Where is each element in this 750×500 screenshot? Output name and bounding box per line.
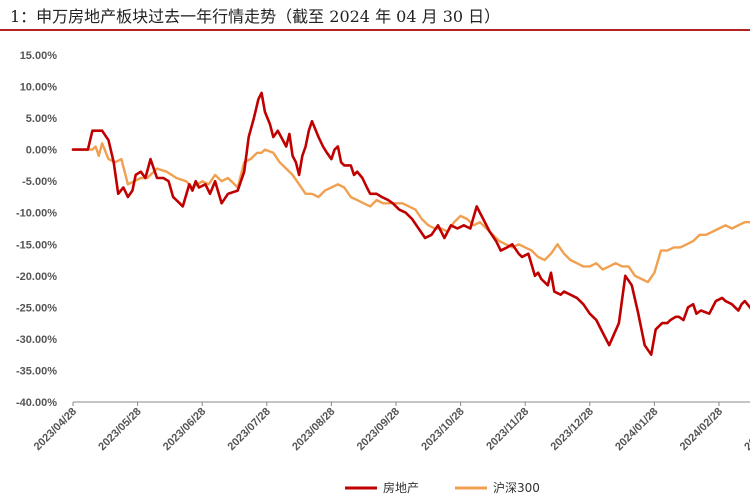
- y-tick-label: -5.00%: [22, 176, 57, 188]
- legend: 房地产 沪深300: [345, 480, 540, 495]
- x-tick-label: 2023/11/28: [484, 406, 531, 453]
- series-layer: [71, 91, 750, 357]
- y-tick-label: -35.00%: [16, 365, 57, 377]
- series-line-real-estate: [71, 91, 750, 357]
- x-tick-label: 2023/10/28: [419, 406, 466, 453]
- x-tick-label: 2023/12/28: [549, 406, 596, 453]
- x-axis: 2023/04/28 2023/05/28 2023/06/28 2023/07/28…: [32, 401, 750, 453]
- y-tick-label: -10.00%: [16, 208, 57, 220]
- y-axis: 15.00% 10.00% 5.00% 0.00% -5.00% -10.00% -15.0…: [16, 50, 57, 409]
- legend-label: 房地产: [383, 480, 419, 495]
- y-tick-label: 0.00%: [26, 145, 57, 157]
- figure-title: 1：申万房地产板块过去一年行情走势（截至 2024 年 04 月 30 日）: [10, 7, 501, 26]
- x-tick-label: 2023/05/28: [96, 406, 143, 453]
- x-tick-label: 2023/06/28: [161, 406, 208, 453]
- title-divider: [0, 29, 750, 31]
- y-tick-label: 5.00%: [26, 113, 57, 125]
- x-tick-label: 2024/03/28: [742, 406, 750, 453]
- y-tick-label: -25.00%: [16, 302, 57, 314]
- x-tick-label: 2024/02/28: [678, 406, 725, 453]
- y-tick-label: -15.00%: [16, 239, 57, 251]
- y-tick-label: 10.00%: [20, 82, 58, 94]
- x-tick-label: 2023/08/28: [290, 406, 337, 453]
- y-tick-label: 15.00%: [20, 50, 58, 62]
- y-tick-label: -30.00%: [16, 334, 57, 346]
- y-tick-label: -40.00%: [16, 397, 57, 409]
- y-tick-label: -20.00%: [16, 271, 57, 283]
- x-tick-label: 2024/01/28: [613, 406, 660, 453]
- series-line-csi300: [71, 142, 750, 284]
- legend-label: 沪深300: [493, 481, 540, 495]
- x-tick-label: 2023/04/28: [32, 406, 79, 453]
- x-tick-label: 2023/07/28: [226, 406, 273, 453]
- x-tick-label: 2023/09/28: [355, 406, 402, 453]
